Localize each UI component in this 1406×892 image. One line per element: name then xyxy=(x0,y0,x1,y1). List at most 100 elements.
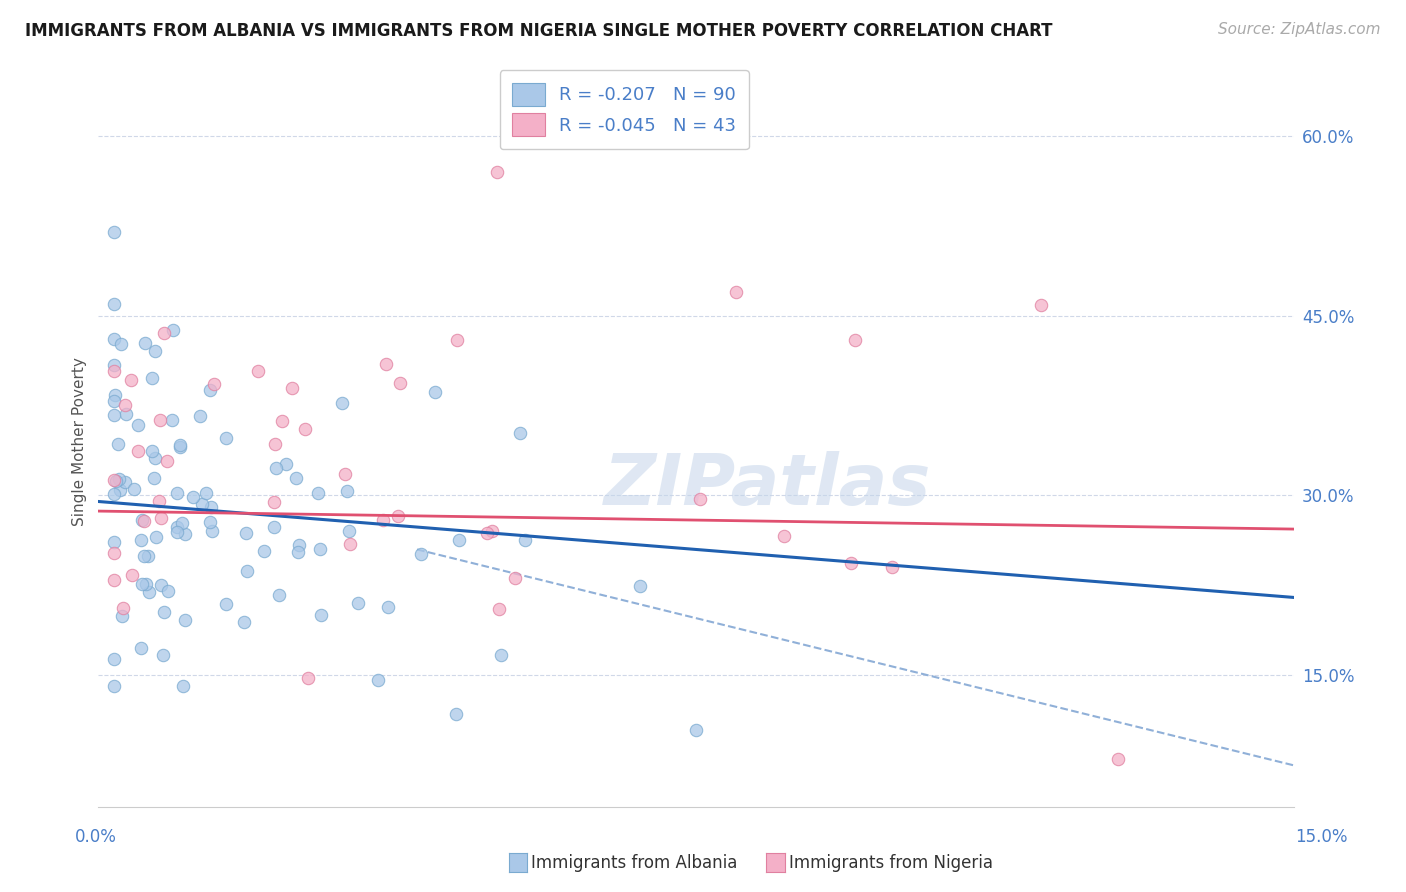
Point xyxy=(252,544,274,558)
Point xyxy=(127,417,149,432)
Point xyxy=(149,578,172,592)
Point xyxy=(839,556,862,570)
Point xyxy=(246,364,269,378)
Y-axis label: Single Mother Poverty: Single Mother Poverty xyxy=(72,357,87,526)
Point xyxy=(143,344,166,359)
Point xyxy=(389,376,412,391)
Point xyxy=(157,584,180,599)
Point xyxy=(103,679,125,693)
Point xyxy=(108,472,131,486)
Point xyxy=(127,444,149,458)
Point xyxy=(152,326,174,341)
Point xyxy=(307,486,329,500)
Point xyxy=(1107,752,1129,766)
Point xyxy=(339,537,361,551)
Text: Immigrants from Albania: Immigrants from Albania xyxy=(531,854,738,871)
Point xyxy=(166,519,188,533)
Point xyxy=(108,483,131,497)
Point xyxy=(153,605,176,619)
Point xyxy=(411,547,433,561)
Point xyxy=(274,457,297,471)
Point xyxy=(135,576,157,591)
Point xyxy=(141,371,163,385)
Point xyxy=(773,529,796,543)
Point xyxy=(297,672,319,686)
Point xyxy=(294,421,316,435)
Point xyxy=(181,490,204,504)
Point xyxy=(162,323,184,337)
Point xyxy=(200,515,222,529)
Point xyxy=(152,648,174,662)
Point xyxy=(377,599,399,614)
Point xyxy=(110,336,132,351)
Point xyxy=(103,296,125,310)
Point xyxy=(515,533,537,548)
Point xyxy=(215,598,238,612)
Point xyxy=(485,165,508,179)
Point xyxy=(166,486,188,500)
Point xyxy=(114,398,136,412)
Point xyxy=(281,381,304,395)
Point xyxy=(288,538,311,552)
Text: Immigrants from Nigeria: Immigrants from Nigeria xyxy=(789,854,993,871)
Point xyxy=(233,615,256,629)
Point xyxy=(103,408,125,422)
Point xyxy=(134,549,156,563)
Point xyxy=(371,513,394,527)
Point xyxy=(103,332,125,346)
Point xyxy=(475,526,498,541)
Point xyxy=(335,467,357,482)
Point xyxy=(103,486,125,500)
Point xyxy=(174,613,197,627)
Point xyxy=(188,409,211,424)
Point xyxy=(191,497,214,511)
Text: ZIPatlas: ZIPatlas xyxy=(605,451,931,520)
Point xyxy=(122,482,145,496)
Point xyxy=(337,524,360,538)
Point xyxy=(200,500,222,514)
Point xyxy=(308,541,330,556)
Text: 15.0%: 15.0% xyxy=(1295,828,1348,846)
Point xyxy=(114,475,136,489)
Text: IMMIGRANTS FROM ALBANIA VS IMMIGRANTS FROM NIGERIA SINGLE MOTHER POVERTY CORRELA: IMMIGRANTS FROM ALBANIA VS IMMIGRANTS FR… xyxy=(25,22,1053,40)
Point xyxy=(446,333,468,347)
Point xyxy=(309,608,332,623)
Point xyxy=(491,648,513,662)
Point xyxy=(103,363,125,377)
Point xyxy=(173,527,195,541)
Point xyxy=(169,440,191,454)
Point xyxy=(488,602,510,616)
Point xyxy=(149,413,172,427)
Point xyxy=(107,437,129,451)
Point xyxy=(202,376,225,391)
Point xyxy=(685,723,707,738)
Point xyxy=(121,568,143,582)
Text: Source: ZipAtlas.com: Source: ZipAtlas.com xyxy=(1218,22,1381,37)
Point xyxy=(156,454,179,468)
Point xyxy=(844,333,866,347)
Point xyxy=(103,546,125,560)
Point xyxy=(194,485,217,500)
Point xyxy=(132,514,155,528)
Point xyxy=(447,533,470,548)
Point xyxy=(103,652,125,666)
Point xyxy=(330,395,353,409)
Point xyxy=(104,474,127,488)
Point xyxy=(235,526,257,541)
Point xyxy=(264,460,287,475)
Point xyxy=(235,564,257,578)
Point xyxy=(444,706,467,721)
Point xyxy=(503,571,526,585)
Point xyxy=(136,549,159,563)
Point xyxy=(387,508,409,523)
Point xyxy=(112,601,135,615)
Point xyxy=(145,531,167,545)
Point xyxy=(263,519,285,533)
Point xyxy=(215,431,238,445)
Point xyxy=(129,640,152,655)
Point xyxy=(172,679,194,693)
Point xyxy=(267,588,290,602)
Text: 0.0%: 0.0% xyxy=(75,828,117,846)
Point xyxy=(138,585,160,599)
Point xyxy=(689,492,711,507)
